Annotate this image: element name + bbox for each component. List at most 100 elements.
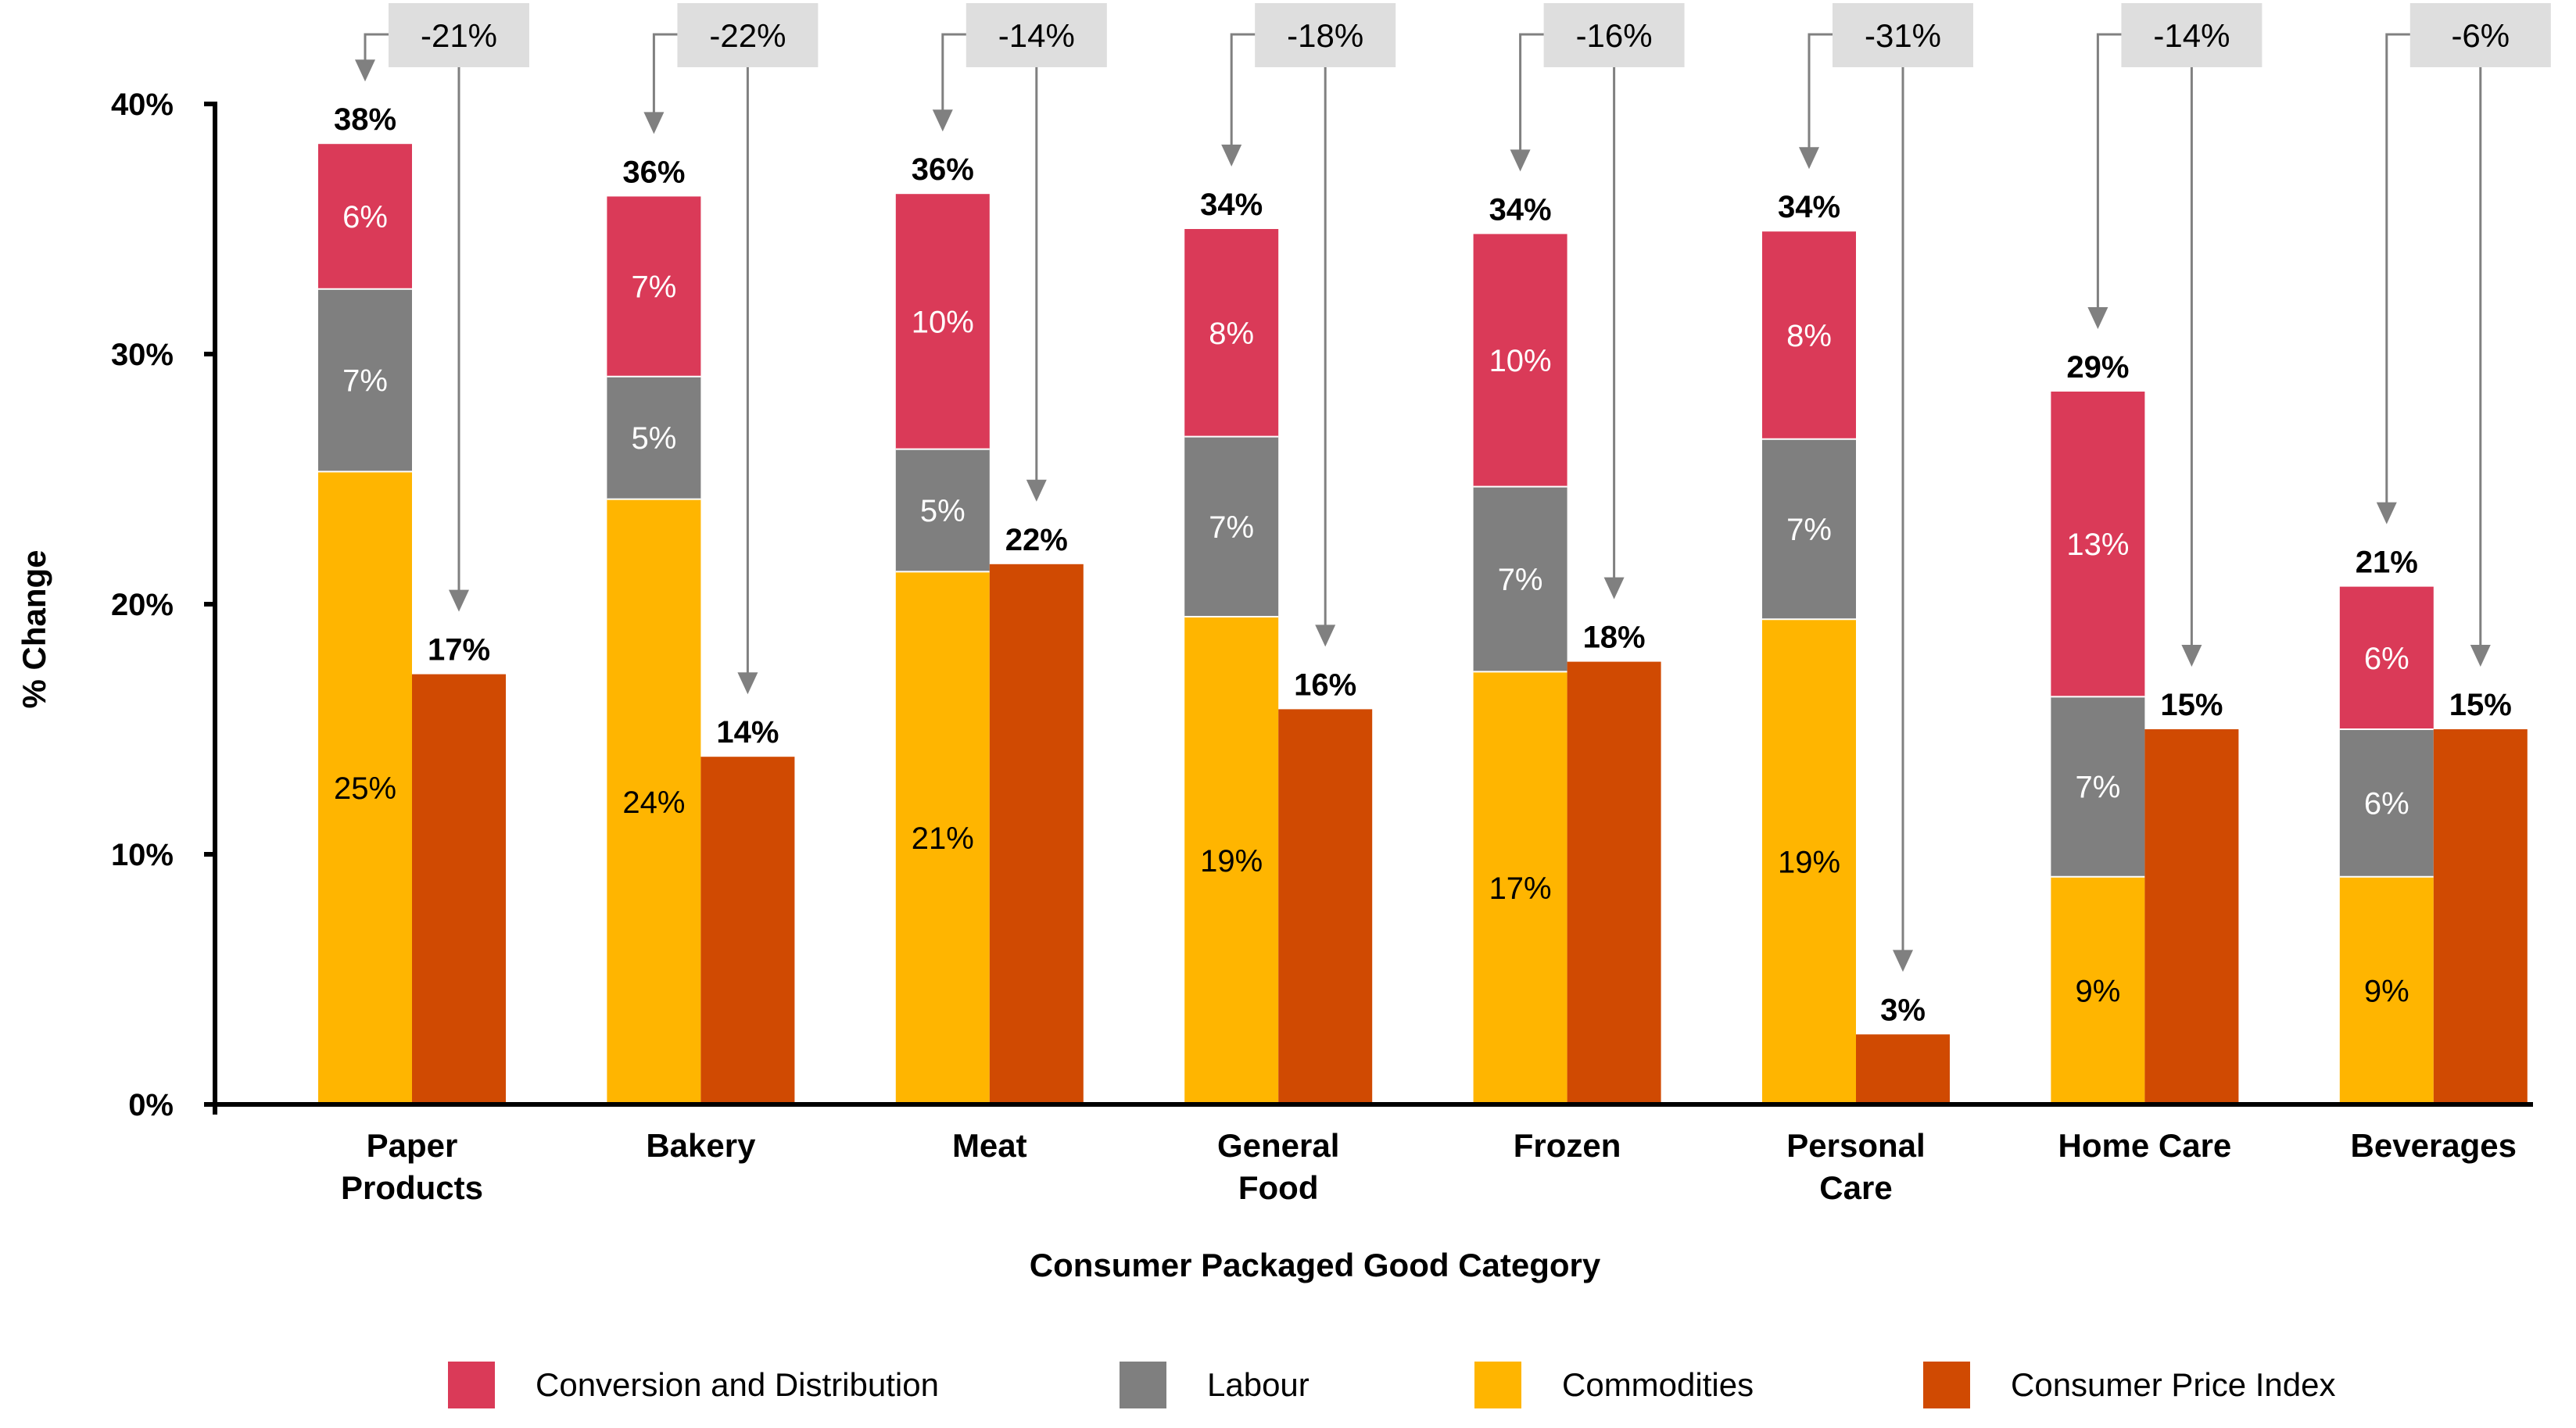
bar-segment-commodities	[1762, 619, 1856, 1104]
stack-total-label: 38%	[334, 102, 396, 137]
bar-segment-label: 7%	[1209, 510, 1254, 545]
bar-segment-commodities	[1473, 671, 1567, 1104]
stack-total-label: 34%	[1200, 188, 1263, 222]
bar-segment-label: 5%	[631, 421, 676, 456]
stack-total-label: 34%	[1489, 192, 1552, 227]
y-ticks: 0% 10% 20% 30% 40%	[111, 88, 215, 1122]
bar-segment-conversion-and-distribution	[895, 194, 990, 449]
connector-line	[2385, 33, 2410, 504]
arrow-down-icon	[355, 59, 375, 82]
bar-segment-label: 25%	[334, 771, 396, 806]
bar-consumer-price-index	[1567, 661, 1661, 1104]
bar-segment-labour	[1184, 436, 1279, 617]
legend-label: Commodities	[1562, 1366, 1754, 1403]
difference-box	[1833, 3, 1973, 67]
category-label: Frozen	[1514, 1127, 1621, 1164]
bar-segment-commodities	[318, 471, 412, 1104]
bar-segment-label: 9%	[2364, 974, 2409, 1008]
difference-label: -22%	[709, 17, 786, 54]
arrow-down-icon	[1221, 145, 1242, 166]
arrow-down-icon	[2087, 307, 2108, 329]
category-label: Food	[1238, 1169, 1319, 1206]
difference-box	[2121, 3, 2263, 67]
bar-segment-labour	[318, 288, 412, 472]
difference-label: -6%	[2451, 17, 2510, 54]
bar-segment-label: 8%	[1209, 317, 1254, 351]
bar-segment-commodities	[607, 499, 701, 1104]
arrow-down-icon	[1026, 479, 1047, 502]
bar-segment-label: 7%	[2075, 771, 2120, 805]
arrow-down-icon	[1315, 625, 1336, 647]
bar-segment-label: 19%	[1200, 844, 1263, 879]
arrow-down-icon	[1603, 577, 1625, 599]
bar-segment-label: 19%	[1778, 846, 1840, 880]
y-axis-title: % Change	[16, 549, 52, 708]
legend-swatch	[1474, 1362, 1521, 1408]
bar-consumer-price-index	[2433, 729, 2528, 1104]
bar-segment-label: 7%	[1786, 513, 1832, 547]
bar-segment-label: 6%	[2364, 642, 2409, 676]
category-label: Paper	[367, 1127, 458, 1164]
bar-segment-label: 7%	[1498, 563, 1543, 597]
legend-swatch	[1923, 1362, 1970, 1408]
bar-segment-labour	[2339, 729, 2434, 877]
bar-segment-commodities	[2339, 876, 2434, 1104]
x-axis-title: Consumer Packaged Good Category	[1030, 1247, 1601, 1283]
bar-segment-label: 10%	[912, 305, 974, 339]
cpi-value-label: 22%	[1005, 523, 1068, 557]
y-tick-label: 20%	[111, 588, 174, 622]
arrow-down-icon	[2376, 502, 2397, 524]
cpi-value-label: 16%	[1294, 667, 1356, 702]
category-label: Beverages	[2351, 1127, 2517, 1164]
bar-segment-label: 8%	[1786, 319, 1832, 353]
arrow-down-icon	[737, 672, 758, 695]
bar-segment-conversion-and-distribution	[1184, 229, 1279, 437]
bar-consumer-price-index	[412, 674, 506, 1104]
cpi-value-label: 3%	[1880, 993, 1926, 1027]
bar-segment-label: 9%	[2075, 974, 2120, 1008]
legend-label: Labour	[1207, 1366, 1309, 1403]
bar-segment-label: 17%	[1489, 871, 1552, 906]
y-tick-label: 40%	[111, 88, 174, 122]
bar-consumer-price-index	[1856, 1034, 1950, 1104]
category-label: Bakery	[646, 1127, 756, 1164]
connector-line	[2096, 33, 2122, 309]
bar-segment-conversion-and-distribution	[2051, 392, 2145, 697]
bar-segment-labour	[1473, 486, 1567, 672]
legend-label: Consumer Price Index	[2011, 1366, 2336, 1403]
y-tick-label: 0%	[128, 1088, 174, 1122]
bars: 25% 7% 6% 38% 17% 24% 5% 7% 36% 14% 21% 5% 10% 36% 22%…	[318, 102, 2528, 1104]
bar-segment-label: 21%	[912, 821, 974, 856]
legend-label: Conversion and Distribution	[536, 1366, 939, 1403]
bar-consumer-price-index	[700, 757, 795, 1104]
connector-line	[1807, 33, 1833, 149]
legend-swatch	[448, 1362, 495, 1408]
bar-segment-label: 10%	[1489, 344, 1552, 378]
connector-line	[941, 33, 966, 112]
axes: 0% 10% 20% 30% 40%	[111, 88, 2533, 1122]
bar-consumer-price-index	[989, 564, 1084, 1104]
bar-segment-label: 7%	[631, 270, 676, 305]
bar-segment-labour	[1762, 438, 1856, 620]
bar-segment-commodities	[1184, 617, 1279, 1104]
bar-segment-label: 6%	[2364, 786, 2409, 821]
bar-segment-conversion-and-distribution	[1473, 234, 1567, 487]
bar-segment-conversion-and-distribution	[318, 144, 412, 289]
bar-segment-label: 13%	[2066, 528, 2129, 562]
arrow-down-icon	[1799, 147, 1819, 170]
stack-total-label: 21%	[2356, 546, 2418, 580]
bar-segment-labour	[2051, 696, 2145, 877]
bar-segment-commodities	[2051, 876, 2145, 1104]
stack-total-label: 29%	[2066, 350, 2129, 385]
bar-consumer-price-index	[2144, 729, 2239, 1104]
y-tick-label: 30%	[111, 338, 174, 372]
arrow-down-icon	[449, 589, 469, 612]
stack-total-label: 36%	[622, 155, 685, 189]
difference-annotations: -21% -22% -14% -18% -16% -31% -14% -6%	[355, 3, 2551, 972]
stack-total-label: 34%	[1778, 190, 1840, 224]
arrow-down-icon	[1893, 950, 1913, 972]
bar-segment-label: 24%	[622, 786, 685, 820]
difference-label: -21%	[421, 17, 497, 54]
category-label: Products	[341, 1169, 483, 1206]
arrow-down-icon	[2470, 645, 2491, 667]
